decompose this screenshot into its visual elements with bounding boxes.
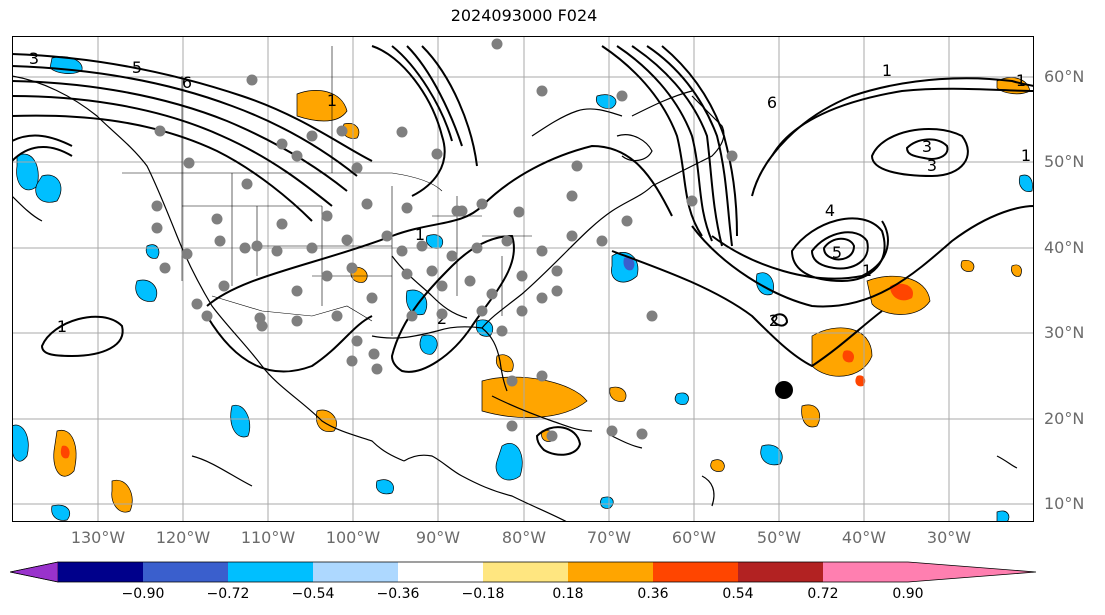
lon-label: 50°W — [756, 528, 802, 547]
storm-center-marker — [775, 381, 793, 399]
colorbar-tick: −0.18 — [461, 586, 505, 602]
contour-label: 3 — [29, 49, 39, 68]
colorbar-seg — [313, 562, 398, 582]
colorbar-tick: −0.90 — [121, 586, 165, 602]
lat-label: 40°N — [1044, 238, 1085, 257]
contour-label: 4 — [825, 201, 835, 220]
contour-label: 1 — [327, 91, 337, 110]
colorbar-tick: 0.72 — [807, 586, 839, 602]
lon-label: 80°W — [501, 528, 547, 547]
lat-label: 10°N — [1044, 494, 1085, 513]
colorbar-seg — [738, 562, 823, 582]
colorbar-seg — [10, 561, 59, 583]
colorbar-seg — [653, 562, 738, 582]
colorbar-seg — [823, 562, 908, 582]
contour-label: 1 — [57, 317, 67, 336]
lat-label: 30°N — [1044, 323, 1085, 342]
lon-label: 130°W — [70, 528, 126, 547]
colorbar — [10, 561, 1037, 583]
lon-label: 40°W — [841, 528, 887, 547]
lon-label: 60°W — [671, 528, 717, 547]
map-panel: 1 1 1 1 1 1 1 2 2 3 3 3 4 5 5 6 6 — [12, 36, 1034, 522]
contour-label: 5 — [132, 58, 142, 77]
map-frame — [12, 36, 1034, 522]
lon-label: 120°W — [155, 528, 211, 547]
colorbar-seg — [908, 562, 1036, 582]
lon-label: 90°W — [415, 528, 461, 547]
contour-label: 6 — [767, 93, 777, 112]
map-title: 2024093000 F024 — [450, 6, 598, 25]
station-markers — [151, 38, 738, 442]
contour-label: 1 — [1021, 146, 1031, 165]
contour-label: 6 — [182, 73, 192, 92]
contour-label: 3 — [927, 156, 937, 175]
lon-label: 100°W — [325, 528, 381, 547]
contours — [12, 45, 1034, 456]
anomaly-fills — [12, 56, 1033, 522]
colorbar-seg — [228, 562, 313, 582]
colorbar-tick: 0.90 — [892, 586, 924, 602]
colorbar-tick: 0.36 — [637, 586, 669, 602]
colorbar-seg — [568, 562, 653, 582]
colorbar-seg — [58, 562, 143, 582]
contour-label: 1 — [882, 61, 892, 80]
contour-label: 1 — [862, 261, 872, 280]
colorbar-tick: −0.72 — [206, 586, 250, 602]
lon-label: 70°W — [586, 528, 632, 547]
lon-label: 30°W — [926, 528, 972, 547]
lat-label: 20°N — [1044, 409, 1085, 428]
colorbar-tick: −0.36 — [376, 586, 420, 602]
lat-label: 60°N — [1044, 67, 1085, 86]
contour-label: 5 — [832, 243, 842, 262]
coastlines — [12, 75, 1018, 522]
colorbar-tick: 0.54 — [722, 586, 754, 602]
colorbar-seg — [398, 562, 483, 582]
colorbar-seg — [143, 562, 228, 582]
contour-label: 2 — [769, 311, 779, 330]
lon-label: 110°W — [240, 528, 296, 547]
map-canvas: 1 1 1 1 1 1 1 2 2 3 3 3 4 5 5 6 6 — [12, 36, 1034, 522]
colorbar-tick: −0.54 — [291, 586, 335, 602]
contour-label: 3 — [922, 137, 932, 156]
colorbar-tick: 0.18 — [552, 586, 584, 602]
contour-label: 1 — [415, 225, 425, 244]
lat-label: 50°N — [1044, 152, 1085, 171]
graticule — [12, 36, 1034, 522]
colorbar-seg — [483, 562, 568, 582]
contour-label: 1 — [1016, 71, 1026, 90]
